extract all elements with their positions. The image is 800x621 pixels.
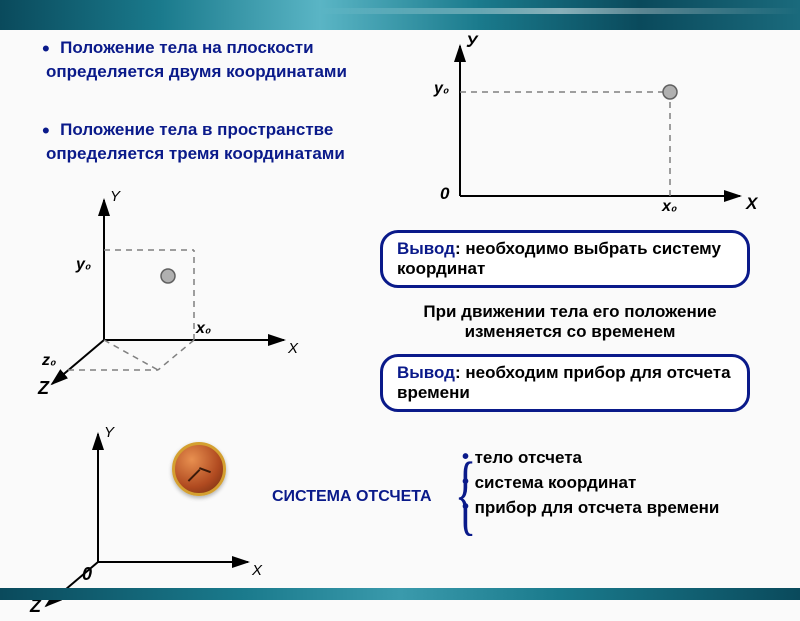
text2-l1: Положение тела в пространстве [60, 120, 333, 139]
bullet-icon: • [42, 118, 50, 143]
y0-label-3d: y₀ [76, 256, 91, 274]
coord-2d-svg [430, 36, 770, 216]
x-axis-label-b: X [252, 562, 262, 579]
callout-2: Вывод: необходим прибор для отсчета врем… [380, 354, 750, 412]
z0-label-3d: z₀ [42, 352, 56, 370]
z-axis-label: Z [38, 378, 49, 399]
coord-3d-diagram: Y X Z x₀ y₀ z₀ [44, 190, 304, 400]
x-axis-label: X [288, 340, 298, 357]
bullet-icon: • [42, 36, 50, 61]
callout1-label: Вывод [397, 239, 455, 258]
callout-1: Вывод: необходимо выбрать систему коорди… [380, 230, 750, 288]
top-banner [0, 0, 800, 30]
x0-label: x₀ [662, 198, 677, 216]
text-block-1: • Положение тела на плоскости определяет… [42, 36, 402, 82]
list-item: прибор для отсчета времени [462, 496, 719, 519]
coord-2d-diagram: У X 0 x₀ y₀ [430, 36, 770, 216]
slide-content: • Положение тела на плоскости определяет… [0, 30, 800, 588]
y-axis-label-b: Y [104, 424, 114, 441]
text1-l1: Положение тела на плоскости [60, 38, 313, 57]
text-block-2: • Положение тела в пространстве определя… [42, 118, 402, 164]
clock-icon [172, 442, 226, 496]
text-block-3: При движении тела его положение изменяет… [370, 302, 770, 342]
bottom-banner [0, 588, 800, 600]
origin-label-b: 0 [82, 564, 92, 585]
text3-l1: При движении тела его положение [423, 302, 716, 321]
y-axis-label: У [466, 32, 478, 52]
system-list: тело отсчета система координат прибор дл… [462, 446, 719, 521]
x-axis-label: X [746, 194, 757, 214]
x0-label-3d: x₀ [196, 320, 211, 338]
text2-l2: определяется тремя координатами [46, 144, 345, 163]
text3-l2: изменяется со временем [465, 322, 676, 341]
list-item: система координат [462, 471, 719, 494]
callout2-label: Вывод [397, 363, 455, 382]
text1-l2: определяется двумя координатами [46, 62, 347, 81]
origin-label: 0 [440, 184, 449, 204]
system-label: СИСТЕМА ОТСЧЕТА [272, 488, 432, 506]
coord-3d-svg [44, 190, 304, 400]
list-item: тело отсчета [462, 446, 719, 469]
y0-label: y₀ [434, 80, 449, 98]
y-axis-label: Y [110, 188, 120, 205]
